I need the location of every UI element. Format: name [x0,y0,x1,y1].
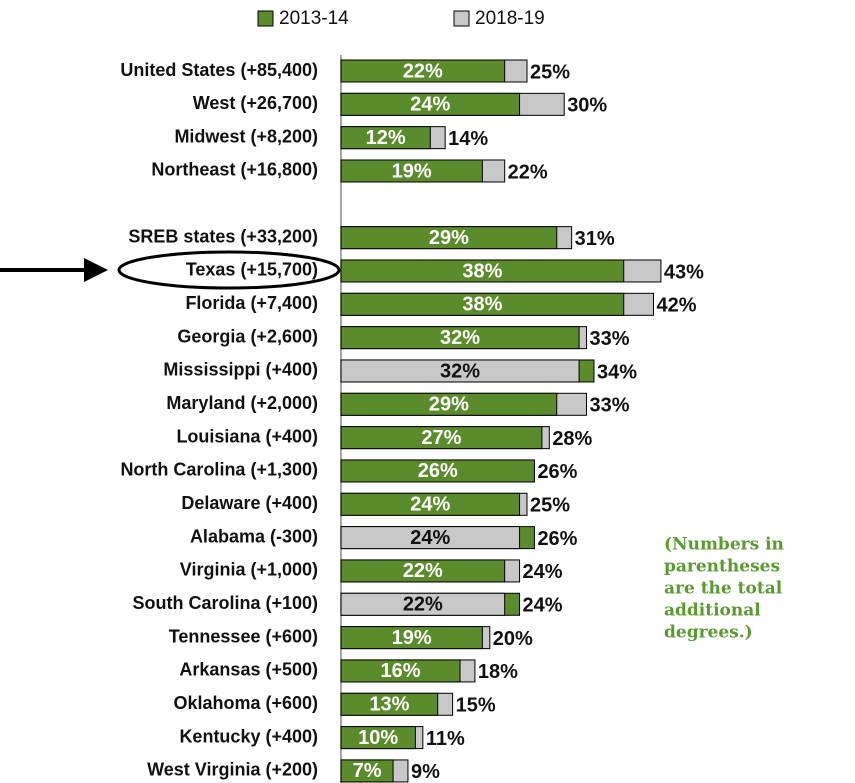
bar [340,692,439,716]
bar-value-label: 24% [523,561,563,583]
bar [340,259,625,283]
bar-value-label: 24% [410,527,450,549]
bar-value-label: 43% [664,261,704,283]
bar-value-label: 19% [392,627,432,649]
legend-swatch [257,10,274,27]
bar-value-label: 24% [410,94,450,116]
bar-value-label: 32% [440,327,480,349]
bar [340,292,625,316]
bar-value-label: 7% [353,760,382,782]
category-label: Virginia (+1,000) [180,560,318,580]
category-label: SREB states (+33,200) [128,226,318,246]
bar-value-label: 22% [508,161,548,183]
category-label: Tennessee (+600) [169,626,318,646]
bar-value-label: 30% [567,95,607,117]
bar-value-label: 38% [462,294,502,316]
bar-value-label: 26% [418,460,458,482]
bar-value-label: 20% [493,628,533,650]
bar-value-label: 24% [410,494,450,516]
bar-value-label: 38% [462,260,502,282]
bar-value-label: 19% [392,160,432,182]
annotation: degrees.) [664,623,753,643]
highlight-ellipse [117,250,341,290]
bar-value-label: 18% [478,661,518,683]
category-label: Louisiana (+400) [176,426,318,446]
bar-value-label: 26% [537,461,577,483]
bar-value-label: 33% [590,395,630,417]
bar-value-label: 15% [456,695,496,717]
bar-value-label: 26% [537,528,577,550]
legend-label: 2018-19 [475,8,545,29]
category-label: Texas (+15,700) [186,260,318,280]
bar [340,726,416,750]
annotation: parentheses [664,557,780,577]
bar-value-label: 9% [411,761,440,783]
bar [340,392,558,416]
category-label: Kentucky (+400) [179,726,318,746]
bar-value-label: 27% [421,427,461,449]
bar-value-label: 42% [656,295,696,317]
bar [340,626,483,650]
bar [340,559,506,583]
category-label: Florida (+7,400) [185,293,318,313]
bar-value-label: 29% [429,227,469,249]
bar-value-label: 28% [552,428,592,450]
bar [340,426,543,450]
bar-value-label: 25% [530,61,570,83]
bar-value-label: 12% [366,127,406,149]
annotation: are the total [664,579,783,599]
category-label: West Virginia (+200) [147,760,318,780]
bar-value-label: 13% [369,694,409,716]
category-label: North Carolina (+1,300) [120,460,318,480]
category-label: South Carolina (+100) [132,593,318,613]
bar-value-label: 11% [426,728,465,750]
bar-value-label: 10% [358,727,398,749]
category-label: Georgia (+2,600) [177,326,318,346]
bar [340,126,431,150]
category-label: Arkansas (+500) [179,660,318,680]
bar-value-label: 29% [429,394,469,416]
bar-value-label: 32% [440,360,480,382]
bar [340,326,580,350]
category-label: West (+26,700) [193,93,318,113]
bar [340,226,558,250]
bar [340,459,535,483]
bar [340,592,506,616]
bar-value-label: 16% [381,660,421,682]
legend-label: 2013-14 [279,8,349,29]
arrow-head [84,258,108,282]
bar-value-label: 22% [403,60,443,82]
category-label: Alabama (-300) [190,526,318,546]
bar [340,492,521,516]
bar [340,759,394,783]
bar-value-label: 34% [597,361,637,383]
bar [340,159,483,183]
legend-swatch [453,10,470,27]
bar [340,59,506,83]
category-label: Delaware (+400) [181,493,318,513]
bar [340,526,521,550]
category-label: Mississippi (+400) [163,360,318,380]
annotation: additional [664,601,761,621]
bar-value-label: 22% [403,594,443,616]
category-label: United States (+85,400) [120,60,318,80]
bar-value-label: 22% [403,560,443,582]
category-label: Oklahoma (+600) [173,693,318,713]
category-label: Midwest (+8,200) [174,126,318,146]
bar-value-label: 24% [523,595,563,617]
bar-value-label: 14% [448,128,488,150]
category-label: Maryland (+2,000) [166,393,318,413]
bar [340,92,521,116]
bar-value-label: 33% [590,328,630,350]
category-label: Northeast (+16,800) [151,160,318,180]
bar [340,359,580,383]
bar-value-label: 25% [530,495,570,517]
bar-value-label: 31% [575,228,615,250]
bar [340,659,461,683]
annotation: (Numbers in [664,535,784,555]
